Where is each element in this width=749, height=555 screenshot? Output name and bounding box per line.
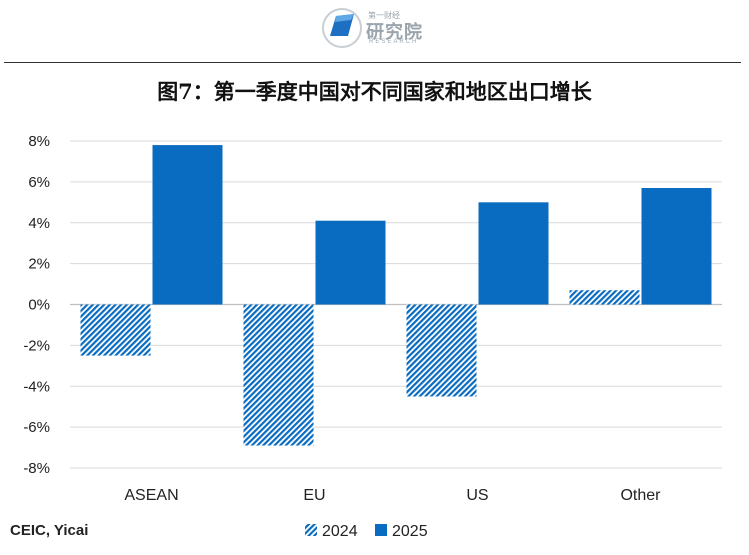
- bar-us-2024: [406, 304, 477, 397]
- legend-label-2024: 2024: [322, 523, 358, 540]
- bar-eu-2025: [315, 220, 386, 305]
- bar-eu-2024: [243, 304, 314, 446]
- y-tick-label: 4%: [28, 215, 50, 232]
- legend-swatch-2024: [305, 524, 317, 536]
- bar-us-2025: [478, 202, 549, 305]
- x-tick-label: US: [466, 487, 488, 504]
- x-tick-label: ASEAN: [124, 487, 178, 504]
- chart-title: 图7：第一季度中国对不同国家和地区出口增长: [157, 79, 592, 104]
- y-tick-label: -2%: [23, 337, 50, 354]
- legend-swatch-2025: [375, 524, 387, 536]
- bar-asean-2025: [152, 145, 223, 305]
- legend-label-2025: 2025: [392, 523, 428, 540]
- y-tick-label: 0%: [28, 297, 50, 314]
- x-tick-label: Other: [620, 487, 661, 504]
- logo-emblem-icon: [322, 8, 362, 48]
- yicai-research-logo: 第一财经 研究院 RESEARCH: [322, 6, 432, 50]
- y-tick-label: 8%: [28, 133, 50, 150]
- bar-other-2025: [641, 188, 712, 305]
- source-note: CEIC, Yicai: [10, 522, 89, 539]
- header-divider: [4, 62, 741, 63]
- y-tick-label: -6%: [23, 419, 50, 436]
- logo-en-text: RESEARCH: [369, 39, 419, 45]
- logo-small-text: 第一财经: [368, 11, 400, 20]
- y-tick-label: -8%: [23, 460, 50, 477]
- bar-asean-2024: [80, 304, 151, 356]
- y-tick-label: -4%: [23, 378, 50, 395]
- bar-other-2024: [569, 290, 640, 305]
- x-tick-label: EU: [303, 487, 325, 504]
- y-tick-label: 2%: [28, 256, 50, 273]
- y-tick-label: 6%: [28, 174, 50, 191]
- logo-main-text: 研究院: [366, 22, 423, 43]
